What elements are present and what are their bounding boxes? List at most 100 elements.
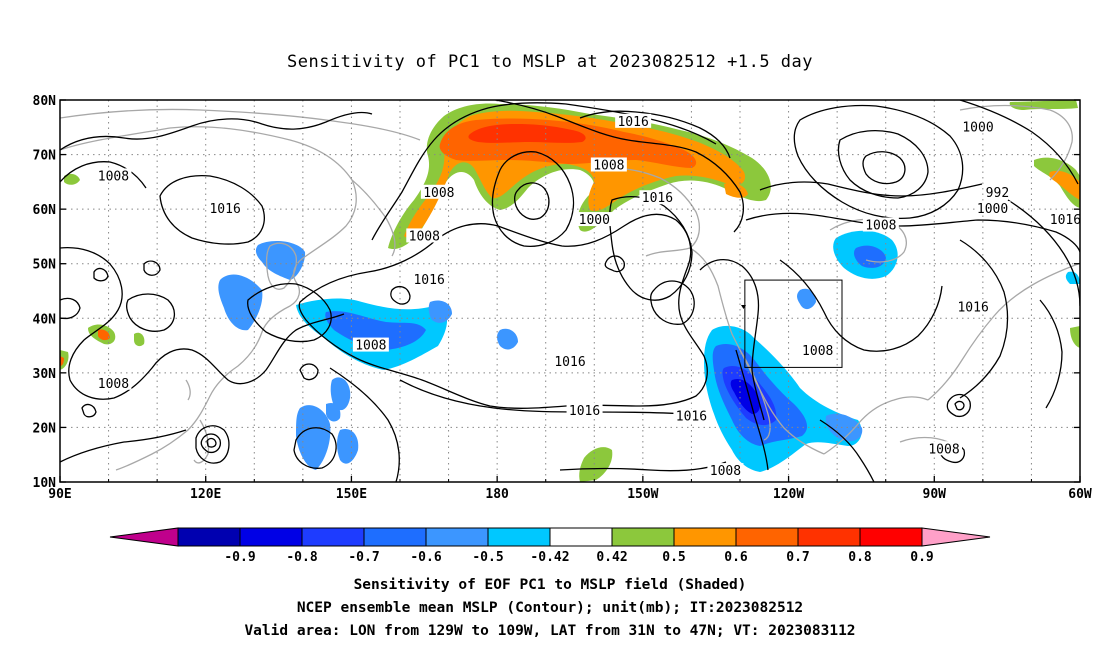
contour-1016-tropic-band <box>399 379 687 415</box>
contour-label-bg <box>955 299 992 314</box>
contour-bermuda-ring-outer <box>946 393 971 418</box>
green-patch-us-east <box>1070 326 1080 348</box>
lon-tick-label: 120W <box>773 487 804 502</box>
contour-label: 1000 <box>962 120 993 135</box>
contour-label: 1016 <box>1050 213 1081 228</box>
colorbar-label: -0.42 <box>530 550 569 565</box>
contour-label-bg <box>420 184 457 199</box>
coast-asia-east <box>60 126 357 471</box>
contour-typhoon-mid <box>200 433 222 454</box>
colorbar-label: -0.7 <box>348 550 379 565</box>
contour-label: 1008 <box>593 158 624 173</box>
coast-cuba <box>899 436 949 443</box>
contour-1000-aleutian <box>491 151 575 248</box>
colorbar-box <box>797 527 861 547</box>
lat-tick-label: 50N <box>33 258 57 273</box>
lon-tick-label: 90W <box>923 487 947 502</box>
red-patch-arctic <box>468 124 586 143</box>
orange-patch-alaska <box>724 182 748 198</box>
contour-label-bg <box>352 337 389 352</box>
colorbar-label: -0.8 <box>286 550 317 565</box>
green-patch-greenland <box>1034 157 1080 208</box>
contour-label: 1016 <box>569 404 600 419</box>
orange-patch-greenland <box>1049 170 1080 200</box>
lat-tick-label: 80N <box>33 94 57 109</box>
lon-tick-label: 180 <box>485 487 509 502</box>
contour-typhoon-outer <box>195 425 230 464</box>
colorbar-label: -0.9 <box>224 550 255 565</box>
contour-1016-small-ring-1 <box>604 255 625 273</box>
contour-labels: 1008 1016 1008 1008 1016 1008 1008 1016 1008 1000… <box>95 113 1081 479</box>
coast-kamchatka <box>351 179 396 257</box>
contour-label: 1008 <box>710 464 741 479</box>
colorbar-label: 0.6 <box>724 550 748 565</box>
figure-title: Sensitivity of PC1 to MSLP at 2023082512… <box>287 52 813 72</box>
contour-label-bg <box>95 375 132 390</box>
contour-1016-far-east <box>1007 199 1080 307</box>
coast-taiwan <box>185 379 191 401</box>
lat-tick-label: 30N <box>33 367 57 382</box>
contour-label: 1008 <box>98 377 129 392</box>
blue-patch-gulf <box>825 413 863 442</box>
contour-label: 1016 <box>413 273 444 288</box>
contour-1008-coast-trough <box>735 349 769 471</box>
colorbar-box <box>239 527 303 547</box>
contour-label-bg <box>411 272 448 287</box>
contour-1008-asia-long <box>60 246 345 400</box>
contour-tropic-ring-2 <box>299 363 319 381</box>
contour-1008-west-ring <box>60 161 147 189</box>
map-frame <box>59 99 1081 483</box>
blue-patch-tropics-3 <box>337 428 359 464</box>
contour-label-bg <box>590 157 627 172</box>
contour-1016-alaska <box>609 195 693 301</box>
contour-label-bg <box>95 168 132 183</box>
contour-label: 1016 <box>617 115 648 130</box>
colorbar-low-triangle <box>109 527 179 547</box>
colorbar-label: 0.9 <box>910 550 933 565</box>
contour-1008-west-north <box>60 111 373 151</box>
blue-patch-dateline <box>428 300 452 323</box>
contour-label-bg <box>862 217 899 232</box>
colorbar-box <box>425 527 489 547</box>
contour-label-bg <box>974 201 1011 216</box>
contour-label: 1008 <box>355 339 386 354</box>
contour-1016-north <box>491 100 745 233</box>
contour-label: 1008 <box>865 219 896 234</box>
contour-label: 1016 <box>554 355 585 370</box>
contour-label: 1008 <box>98 169 129 184</box>
colorbar: -0.9 -0.8 -0.7 -0.6 -0.5 -0.42 0.42 0.5 0.6 0.7 0.… <box>109 527 991 565</box>
colorbar-box <box>487 527 551 547</box>
contour-1000-icelandic-mid <box>837 129 929 199</box>
green-patch-siberia <box>64 173 80 185</box>
contour-label-bg <box>983 184 1012 199</box>
blue-patch-mexico-deep <box>730 378 760 414</box>
contour-label-bg <box>707 463 744 478</box>
lon-tick-label: 120E <box>190 487 221 502</box>
contour-1016-us <box>779 259 943 352</box>
colorbar-label: 0.5 <box>662 550 685 565</box>
contour-label: 1016 <box>209 202 240 217</box>
positive-sensitivity-shading <box>60 100 1080 482</box>
orange-patch-china <box>98 329 110 341</box>
contour-label: 992 <box>986 186 1009 201</box>
coast-asia-north <box>60 108 421 141</box>
lon-tick-label: 150E <box>336 487 367 502</box>
contour-label: 1000 <box>579 213 610 228</box>
caption-line-3: Valid area: LON from 129W to 109W, LAT f… <box>244 623 855 639</box>
contour-1008-small-ring-asia-2 <box>143 260 161 276</box>
contour-label-bg <box>406 228 443 243</box>
contour-1000-aleutian-inner <box>514 182 550 220</box>
contour-1016-west-ring <box>81 403 97 418</box>
contour-1016-pacific-big <box>298 213 708 409</box>
colorbar-box <box>611 527 675 547</box>
colorbar-high-triangle <box>921 527 991 547</box>
colorbar-box <box>859 527 923 547</box>
contour-1016-mongolia <box>60 297 81 320</box>
caption-line-1: Sensitivity of EOF PC1 to MSLP field (Sh… <box>354 577 747 593</box>
green-patch-arctic-east <box>1009 100 1078 110</box>
colorbar-box <box>549 527 613 547</box>
contour-label-bg <box>799 343 836 358</box>
lat-tick-label: 10N <box>33 476 57 491</box>
contour-label-bg <box>207 201 244 216</box>
